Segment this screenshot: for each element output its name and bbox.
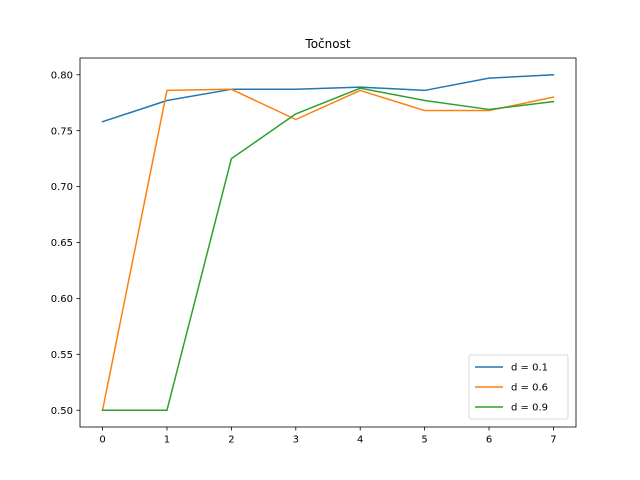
x-tick-label: 7	[550, 435, 556, 446]
y-tick-label: 0.55	[51, 350, 73, 361]
legend-label-2: d = 0.9	[511, 403, 548, 414]
series-line-2	[101, 87, 555, 411]
plot-area	[101, 73, 555, 412]
x-tick-label: 2	[228, 435, 234, 446]
y-tick-label: 0.60	[51, 294, 73, 305]
x-tick-label: 6	[486, 435, 492, 446]
axes: 0 1 2 3 4 5 6 7 0.50 0.55 0.60 0.65 0.70 0.75 0.80	[51, 57, 577, 446]
x-tick-label: 3	[293, 435, 299, 446]
x-tick-label: 5	[421, 435, 427, 446]
legend-label-0: d = 0.1	[511, 363, 548, 374]
y-tick-label: 0.80	[51, 70, 73, 81]
series-line-0	[101, 73, 555, 123]
legend-box	[468, 354, 569, 420]
x-tick-label: 0	[99, 435, 105, 446]
legend-label-1: d = 0.6	[511, 383, 548, 394]
y-tick-label: 0.75	[51, 126, 73, 137]
legend: d = 0.1 d = 0.6 d = 0.9	[468, 354, 569, 420]
y-tick-label: 0.70	[51, 182, 73, 193]
chart-title: Točnost	[304, 37, 350, 51]
x-tick-label: 1	[164, 435, 170, 446]
x-tick-label: 4	[357, 435, 363, 446]
y-tick-label: 0.65	[51, 238, 73, 249]
series-line-1	[101, 88, 555, 412]
y-tick-label: 0.50	[51, 406, 73, 417]
